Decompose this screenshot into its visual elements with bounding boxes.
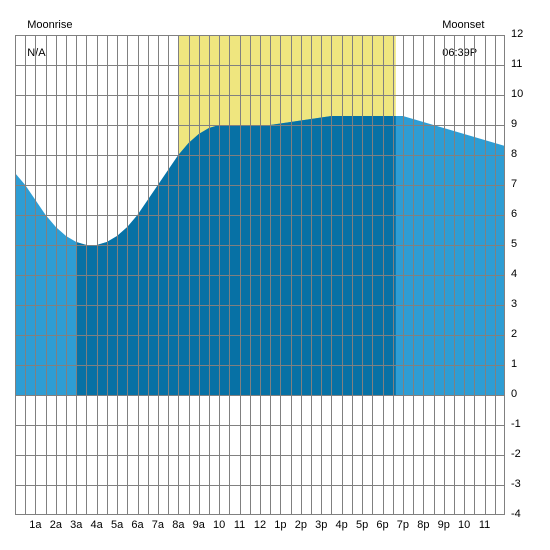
x-tick-label: 11	[479, 519, 490, 531]
x-tick-label: 8a	[172, 519, 184, 531]
y-tick-label: 10	[511, 88, 523, 100]
moonrise-title: Moonrise	[27, 19, 72, 31]
x-tick-label: 5a	[111, 519, 123, 531]
x-tick-label: 9p	[438, 519, 450, 531]
x-tick-label: 3p	[315, 519, 327, 531]
plot-area	[15, 35, 505, 515]
tide-chart: Moonrise N/A Moonset 06:39P 121110987654…	[0, 0, 550, 550]
y-tick-label: -2	[511, 448, 521, 460]
y-tick-label: 8	[511, 148, 517, 160]
grid-layer	[15, 35, 505, 515]
y-tick-label: 6	[511, 208, 517, 220]
y-tick-label: 1	[511, 358, 517, 370]
x-tick-label: 2a	[50, 519, 62, 531]
x-tick-label: 6p	[376, 519, 388, 531]
x-tick-label: 7a	[152, 519, 164, 531]
x-tick-label: 11	[234, 519, 245, 531]
moonset-title: Moonset	[442, 19, 484, 31]
x-tick-label: 6a	[131, 519, 143, 531]
y-tick-label: 12	[511, 28, 523, 40]
y-tick-label: 2	[511, 328, 517, 340]
y-tick-label: 0	[511, 388, 517, 400]
x-tick-label: 7p	[397, 519, 409, 531]
y-tick-label: -1	[511, 418, 521, 430]
y-tick-label: -4	[511, 508, 521, 520]
x-tick-label: 9a	[193, 519, 205, 531]
x-tick-label: 4p	[336, 519, 348, 531]
x-tick-label: 10	[213, 519, 225, 531]
x-tick-label: 12	[254, 519, 266, 531]
x-tick-label: 4a	[91, 519, 103, 531]
x-tick-label: 2p	[295, 519, 307, 531]
x-tick-label: 10	[458, 519, 470, 531]
x-tick-label: 3a	[70, 519, 82, 531]
x-tick-label: 1a	[29, 519, 41, 531]
y-tick-label: 7	[511, 178, 517, 190]
x-tick-label: 8p	[417, 519, 429, 531]
y-tick-label: 3	[511, 298, 517, 310]
y-tick-label: 5	[511, 238, 517, 250]
y-tick-label: 11	[511, 58, 522, 70]
y-tick-label: -3	[511, 478, 521, 490]
y-tick-label: 4	[511, 268, 517, 280]
y-tick-label: 9	[511, 118, 517, 130]
x-tick-label: 5p	[356, 519, 368, 531]
x-tick-label: 1p	[274, 519, 286, 531]
